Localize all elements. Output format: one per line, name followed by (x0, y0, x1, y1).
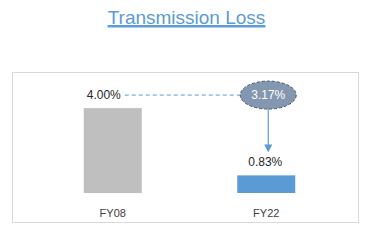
x-tick-label: FY08 (100, 207, 126, 219)
data-label: 4.00% (87, 88, 121, 102)
plot-frame (13, 73, 359, 223)
bar (84, 108, 142, 193)
bars (84, 108, 296, 193)
annotation-arrow (268, 109, 269, 148)
annotation-bubble (240, 81, 296, 109)
title-underline (108, 27, 266, 28)
chart-container: Transmission Loss 4.00% FY08 0.83% FY22 3.17% (0, 0, 373, 250)
annotation-text: 3.17% (251, 88, 285, 102)
chart-title: Transmission Loss (108, 7, 266, 28)
connector-line (125, 95, 240, 96)
bar (237, 175, 295, 193)
chart-svg: Transmission Loss 4.00% FY08 0.83% FY22 3.17% (0, 0, 373, 250)
x-tick-label: FY22 (253, 207, 279, 219)
data-label: 0.83% (248, 155, 282, 169)
